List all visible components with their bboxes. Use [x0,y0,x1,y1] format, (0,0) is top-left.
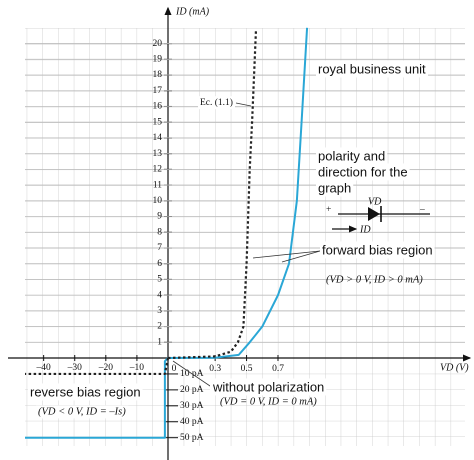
x-tick-label: 0.3 [209,364,221,374]
label-background [316,147,388,165]
y-tick-label: 15 [153,117,163,127]
y-axis-label: ID (mA) [175,6,210,17]
y2-tick-label: 40 pA [180,417,204,427]
annotation: graph [318,180,351,195]
x2-tick-label: –10 [129,363,145,373]
label-background [316,179,354,197]
annotation: polarity and [318,148,385,163]
condition: (VD > 0 V, ID > 0 mA) [326,274,423,285]
y-tick-label: 12 [153,165,163,175]
label-background [28,383,143,401]
x2-tick-label: –40 [36,363,52,373]
y-tick-label: 11 [153,180,162,190]
label-background [36,405,129,419]
annotation: direction for the [318,164,408,179]
equation-label: Ec. (1.1) [200,97,233,108]
leader [235,102,252,107]
y-tick-label: 3 [157,306,162,316]
voltage-label: VD [368,196,382,207]
x-tick-label: 0.5 [241,364,253,374]
y2-tick-label: 50 pA [180,433,204,443]
y-tick-label: 17 [153,86,163,96]
x2-tick-label: –30 [67,363,83,373]
curve [167,27,309,359]
plus-sign: + [326,205,331,215]
curve [25,357,170,376]
grid-background [25,28,465,446]
curve [25,357,169,439]
y-tick-label: 18 [153,70,163,80]
x-tick-label: 0 [172,364,177,374]
y-tick-label: 2 [157,322,162,332]
y-tick-label: 9 [157,212,162,222]
condition: (VD = 0 V, ID = 0 mA) [220,396,317,407]
y-tick-label: 7 [157,243,162,253]
y2-tick-label: 30 pA [180,401,204,411]
annotation: forward bias region [322,242,433,257]
y-tick-label: 6 [157,259,162,269]
axes [8,6,472,460]
leader [172,360,214,389]
annotation: reverse bias region [30,384,141,399]
curve [167,29,258,360]
leader [252,250,321,259]
y-tick-label: 13 [153,149,163,159]
y-tick-label: 14 [153,133,163,143]
label-background [320,241,435,259]
label-background [316,60,429,78]
leader [281,250,321,263]
x2-tick-label: –20 [98,363,114,373]
y-tick-label: 10 [153,196,163,206]
annotation: royal business unit [318,61,426,76]
label-background [198,96,235,110]
current-label: ID [359,224,371,235]
y-tick-label: 19 [153,54,163,64]
x-tick-label: 0.7 [272,364,284,374]
x-axis-label: VD (V) [440,362,469,373]
label-background [316,163,410,181]
label-background [210,378,327,396]
y-tick-label: 16 [153,102,163,112]
diode-symbol: + – VD ID [326,196,430,235]
y-tick-label: 20 [153,39,163,49]
y-tick-label: 8 [157,227,162,237]
y-tick-label: 1 [157,337,162,347]
minus-sign: – [419,205,425,215]
condition: (VD < 0 V, ID = –Is) [38,406,126,417]
y-tick-label: 4 [157,290,162,300]
y2-tick-label: 20 pA [180,385,204,395]
y-tick-label: 5 [157,275,162,285]
annotation: without polarization [212,379,324,394]
